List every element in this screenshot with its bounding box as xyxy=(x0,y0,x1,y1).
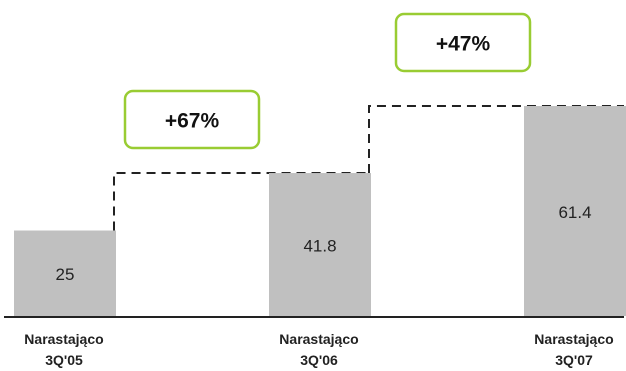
value-label-layer: 25 41.8 61.4 xyxy=(56,203,592,284)
growth-annotation-layer: +67% +47% xyxy=(123,12,532,150)
category-label-layer: Narastająco 3Q'05 Narastająco 3Q'06 Narastaj… xyxy=(24,331,613,368)
bar-2 xyxy=(269,173,371,316)
category-label-2-line-2: 3Q'06 xyxy=(300,352,338,368)
growth-label-2: +47% xyxy=(436,33,491,56)
value-label-2: 41.8 xyxy=(303,237,336,256)
growth-label-1: +67% xyxy=(165,110,220,133)
category-label-1-line-2: 3Q'05 xyxy=(45,352,83,368)
growth-box-2 xyxy=(394,12,532,73)
growth-box-1 xyxy=(123,89,261,150)
bar-1 xyxy=(14,230,116,316)
category-label-3-line-1: Narastająco xyxy=(534,331,613,347)
category-label-3-line-2: 3Q'07 xyxy=(555,352,593,368)
growth-connector-2 xyxy=(368,105,624,174)
value-label-3: 61.4 xyxy=(558,203,591,222)
category-label-2-line-1: Narastająco xyxy=(279,331,358,347)
bar-3 xyxy=(524,106,626,316)
value-label-1: 25 xyxy=(56,265,75,284)
category-label-1-line-1: Narastająco xyxy=(24,331,103,347)
bar-layer xyxy=(14,106,626,316)
